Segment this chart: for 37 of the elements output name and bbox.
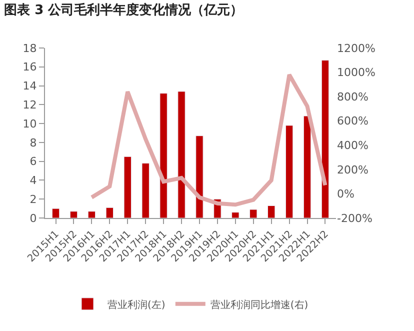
y-tick-label: 6 [30,155,37,168]
y2-tick-label: 0% [337,188,354,201]
bar [70,211,78,218]
y-tick-label: 14 [22,80,37,93]
y2-tick-label: 200% [337,163,368,176]
bar [142,162,150,218]
y-tick-label: 2 [30,192,37,206]
y-tick-label: 8 [30,136,37,150]
bar [303,116,312,218]
y2-tick-label: -200% [337,212,372,225]
bar [196,136,204,218]
legend-label: 营业利润同比增速(右) [210,298,308,311]
bar [52,208,60,218]
y-tick-label: 12 [22,98,37,112]
y-tick-label: 4 [30,174,37,188]
bar [124,156,132,218]
bar [88,211,96,218]
y2-tick-label: 1000% [337,66,376,80]
y-tick-label: 0 [30,212,37,225]
bar [160,93,168,218]
line-series [90,72,328,207]
bar [250,209,258,218]
y2-tick-label: 1200% [337,42,376,55]
bar [178,91,186,218]
y-tick-label: 10 [22,117,37,130]
bar [232,212,240,218]
bar [267,205,276,218]
y-tick-label: 18 [22,42,37,55]
legend-label: 营业利润(左) [108,298,166,311]
chart-title: 图表 3 公司毛利半年度变化情况（亿元） [4,2,244,18]
bar [106,207,114,218]
y2-tick-label: 600% [337,114,368,128]
bar [321,60,330,218]
bar [285,125,294,218]
y-tick-label: 16 [22,60,37,74]
y2-tick-label: 400% [337,138,368,152]
y2-tick-label: 800% [337,90,368,104]
